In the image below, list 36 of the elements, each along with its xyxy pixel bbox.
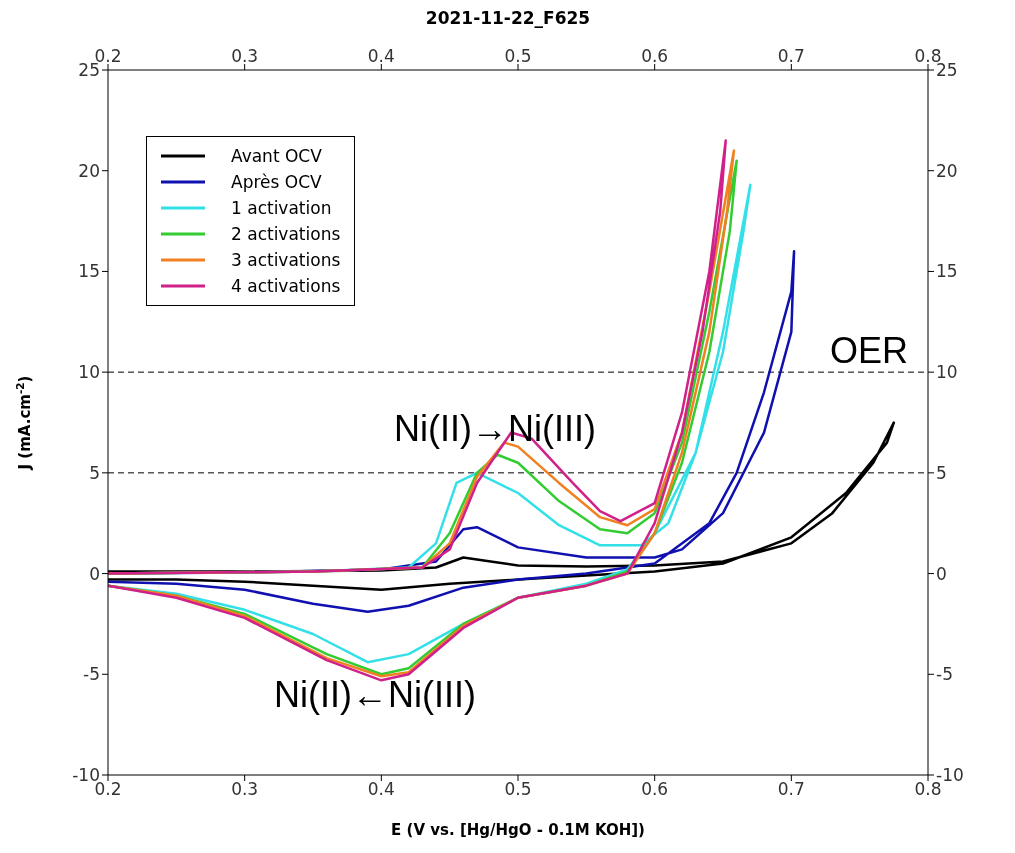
legend-label: Après OCV	[231, 171, 322, 194]
x2-tick-label: 0.7	[777, 779, 805, 800]
y-tick-label: -5	[83, 664, 100, 685]
y-tick-label: 0	[89, 563, 100, 584]
legend-label: 1 activation	[231, 197, 332, 220]
y2-tick-label: 10	[936, 362, 958, 383]
x-tick-label: 0.7	[777, 46, 805, 66]
y2-tick-label: 20	[936, 160, 958, 181]
x-tick-label: 0.2	[94, 46, 122, 66]
x2-tick-label: 0.3	[231, 779, 259, 800]
annotation: OER	[830, 330, 909, 372]
annotation: Ni(II)→Ni(III)	[394, 408, 596, 450]
y2-tick-label: 15	[936, 261, 958, 282]
x-tick-label: 0.6	[641, 46, 669, 66]
x2-tick-label: 0.6	[641, 779, 669, 800]
legend-label: 3 activations	[231, 249, 341, 272]
y-tick-label: 20	[78, 160, 100, 181]
legend-label: 4 activations	[231, 275, 341, 298]
x-tick-label: 0.3	[231, 46, 259, 66]
y-tick-label: 10	[78, 362, 100, 383]
y2-tick-label: -5	[936, 664, 953, 685]
legend-label: 2 activations	[231, 223, 341, 246]
legend-label: Avant OCV	[231, 145, 322, 168]
y2-tick-label: 0	[936, 563, 947, 584]
x2-tick-label: 0.8	[914, 779, 942, 800]
x-tick-label: 0.5	[504, 46, 532, 66]
annotation: Ni(II)←Ni(III)	[274, 674, 476, 716]
y-tick-label: 5	[89, 462, 100, 483]
x-tick-label: 0.4	[367, 46, 395, 66]
x-axis-title: E (V vs. [Hg/HgO - 0.1M KOH])	[391, 821, 645, 839]
y-tick-label: 15	[78, 261, 100, 282]
chart-title: 2021-11-22_F625	[424, 8, 592, 30]
y2-tick-label: 5	[936, 462, 947, 483]
x2-tick-label: 0.5	[504, 779, 532, 800]
x2-tick-label: 0.4	[367, 779, 395, 800]
x-tick-label: 0.8	[914, 46, 942, 66]
